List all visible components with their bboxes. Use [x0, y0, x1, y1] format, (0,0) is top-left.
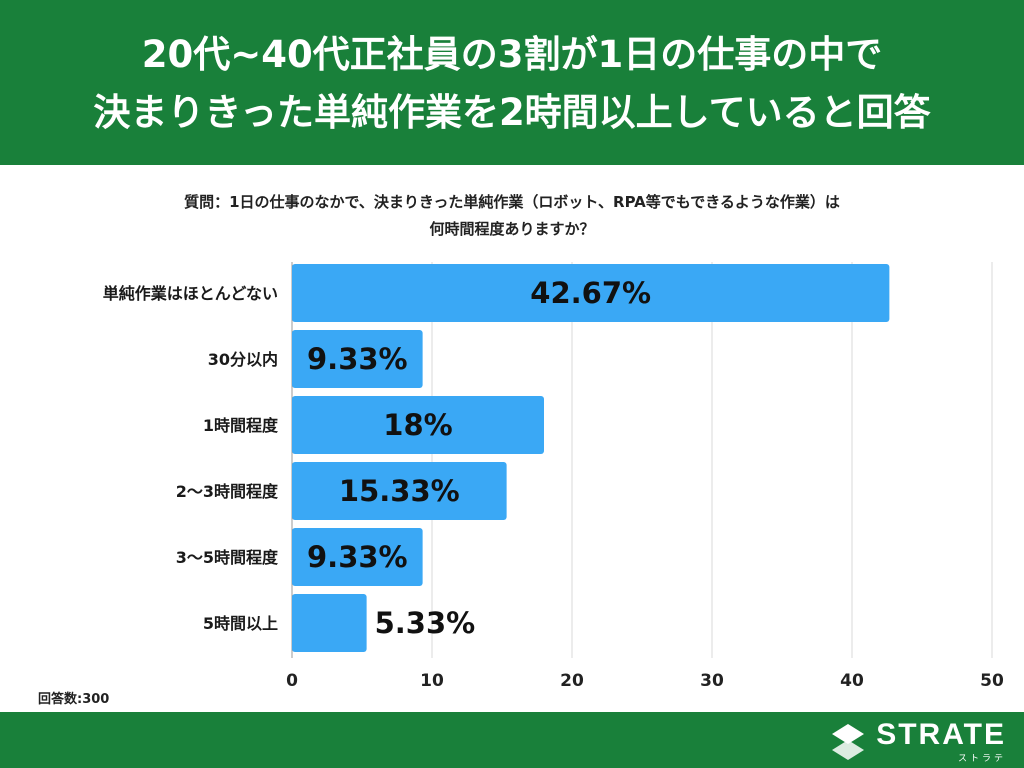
- bar: [292, 264, 890, 322]
- strate-logo-icon: [832, 724, 865, 760]
- bar: [292, 462, 507, 520]
- headline-line-2: 決まりきった単純作業を2時間以上していると回答: [93, 91, 931, 134]
- value-label: 42.67%: [530, 276, 651, 310]
- x-tick-label: 50: [980, 671, 1004, 690]
- value-label: 9.33%: [307, 540, 408, 574]
- category-label: 1時間程度: [203, 416, 279, 435]
- bar: [292, 528, 423, 586]
- value-label: 5.33%: [375, 606, 476, 640]
- category-label: 2〜3時間程度: [176, 482, 279, 501]
- question-line-1: 質問：1日の仕事のなかで、決まりきった単純作業（ロボット、RPA等でもできるよう…: [184, 193, 840, 211]
- category-label: 30分以内: [208, 350, 278, 369]
- bar-chart: 0 10 20 30 40 50 単純作業はほとんどない 42.67% 30分以内 9.33% 1時…: [103, 262, 1004, 690]
- x-tick-label: 40: [840, 671, 864, 690]
- bar: [292, 330, 423, 388]
- question-line-2: 何時間程度ありますか？: [429, 220, 595, 238]
- value-label: 9.33%: [307, 342, 408, 376]
- footer-banner: STRATE ストラテ: [0, 712, 1024, 768]
- x-tick-label: 10: [420, 671, 444, 690]
- headline-line-1: 20代~40代正社員の3割が1日の仕事の中で: [141, 33, 883, 76]
- category-label: 3〜5時間程度: [176, 548, 279, 567]
- value-label: 15.33%: [339, 474, 460, 508]
- x-tick-label: 30: [700, 671, 724, 690]
- x-tick-label: 0: [286, 671, 298, 690]
- brand-name: STRATE: [876, 718, 1006, 751]
- bar: [292, 396, 544, 454]
- category-label: 5時間以上: [203, 614, 278, 633]
- brand-logo: STRATE ストラテ: [828, 720, 1006, 764]
- category-label: 単純作業はほとんどない: [103, 284, 278, 303]
- x-tick-label: 20: [560, 671, 584, 690]
- value-label: 18%: [383, 408, 452, 442]
- respondent-count: 回答数:300: [38, 692, 110, 707]
- bar: [292, 594, 367, 652]
- header-banner: 20代~40代正社員の3割が1日の仕事の中で 決まりきった単純作業を2時間以上し…: [0, 0, 1024, 165]
- brand-kana: ストラテ: [957, 754, 1006, 764]
